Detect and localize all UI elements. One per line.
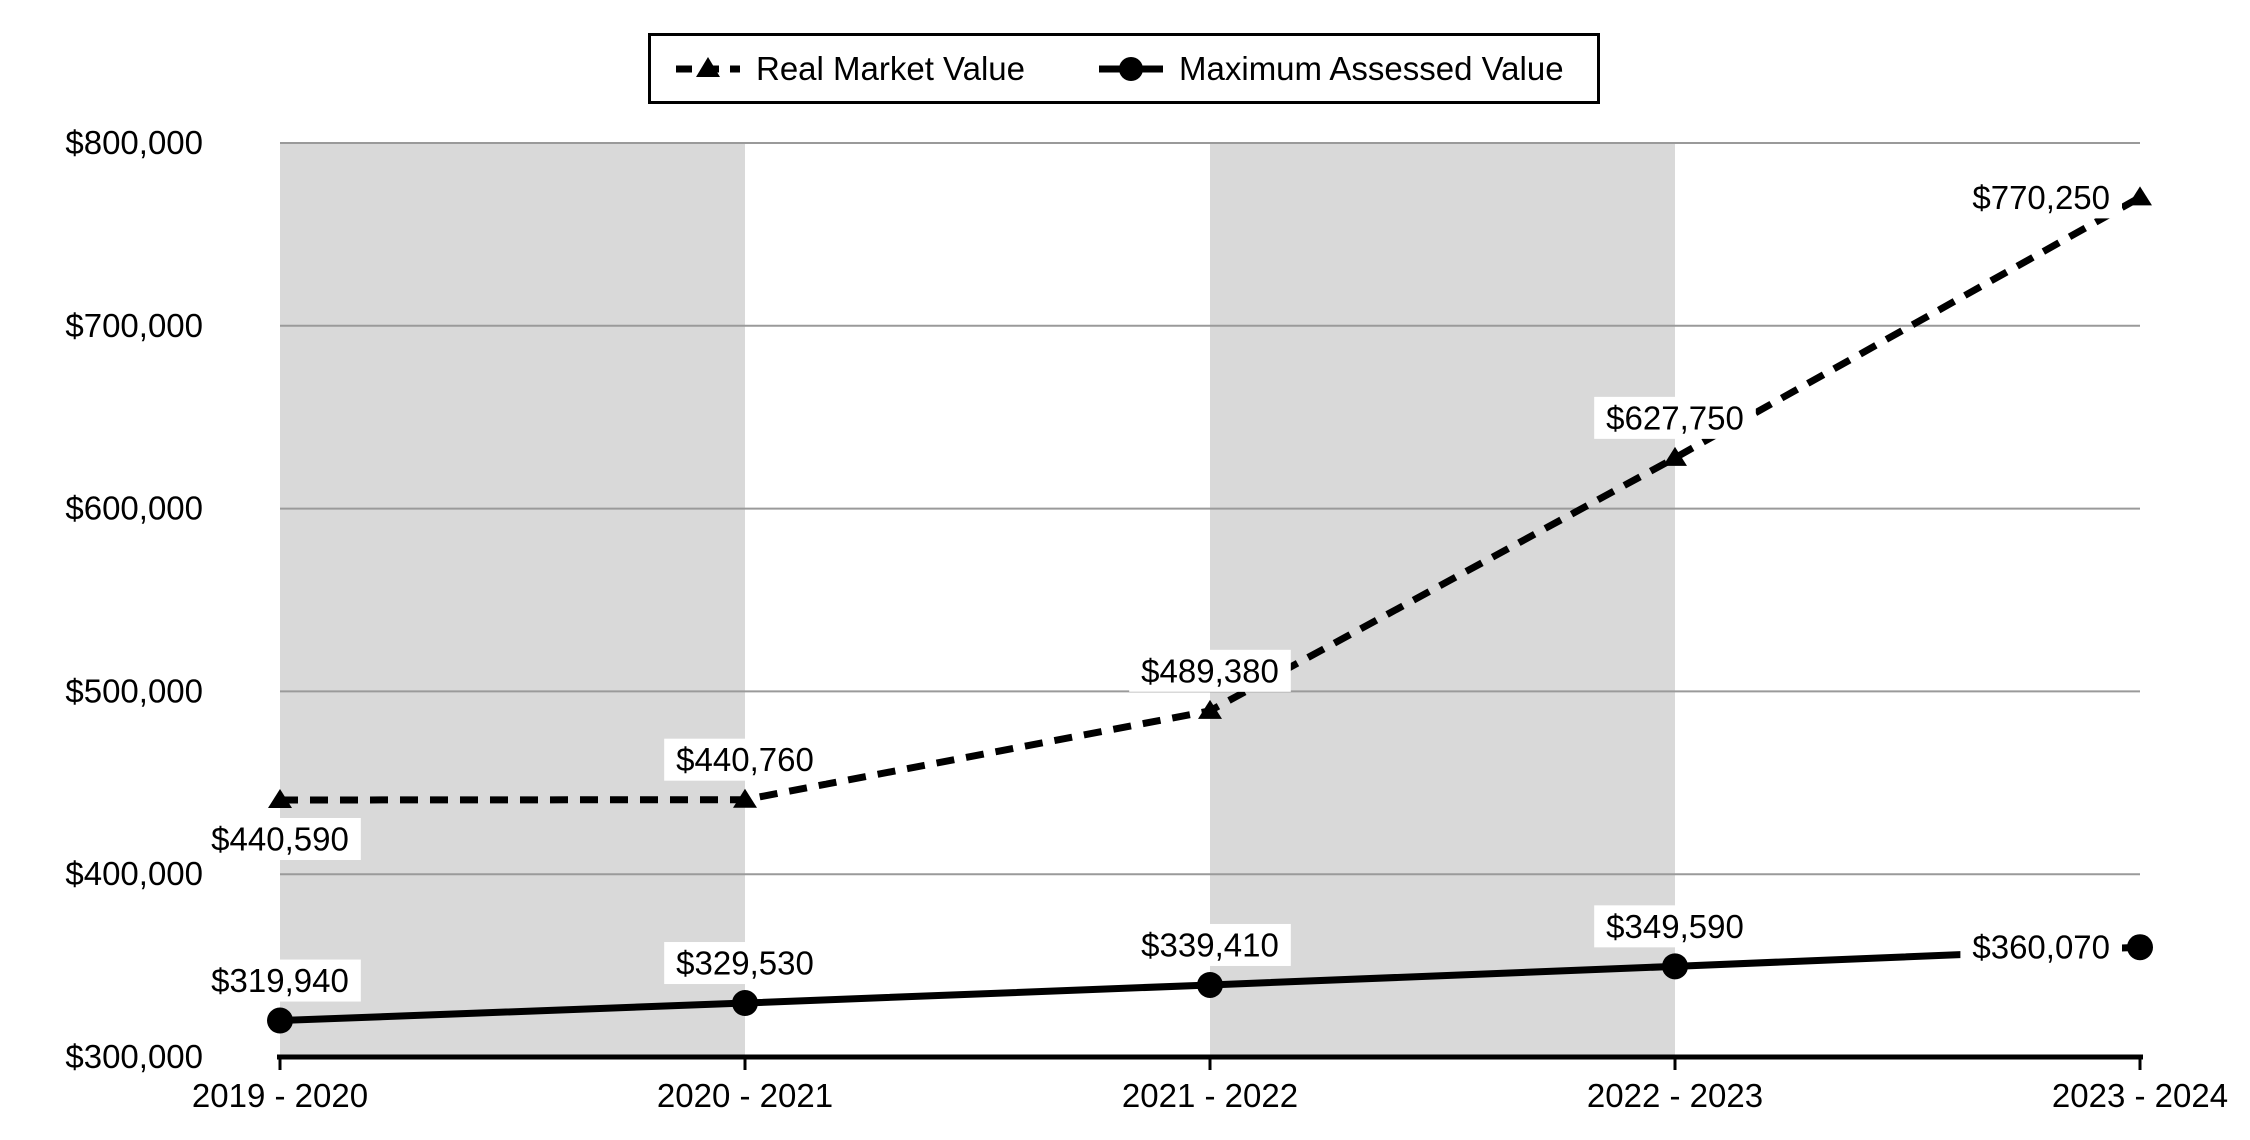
data-label-background [1960,176,2122,219]
data-label: $770,250 [1972,179,2110,216]
y-axis-label: $700,000 [65,307,203,344]
data-label-background [1594,905,1756,948]
legend-item-real-market-value: Real Market Value [676,49,1025,89]
data-label: $627,750 [1606,399,1744,436]
y-axis-label: $300,000 [65,1038,203,1075]
x-axis-label: 2023 - 2024 [2052,1077,2228,1114]
data-label: $319,940 [211,962,349,999]
shaded-band [280,143,745,1057]
data-label: $349,590 [1606,908,1744,945]
legend-label-real-market-value: Real Market Value [756,49,1026,87]
data-label: $329,530 [676,945,814,982]
y-axis-label: $400,000 [65,855,203,892]
circle-marker [2127,934,2153,961]
data-label-background [664,942,826,985]
y-axis-label: $800,000 [65,124,203,161]
data-label: $360,070 [1972,929,2110,966]
shaded-band [1210,143,1675,1057]
x-axis-label: 2020 - 2021 [657,1077,833,1114]
dashed-line-triangle-swatch [676,56,740,77]
circle-marker [1197,971,1223,998]
data-label-background [1129,923,1291,966]
legend-item-maximum-assessed-value: Maximum Assessed Value [1099,49,1564,89]
triangle-marker [268,789,292,809]
data-label: $339,410 [1141,926,1279,963]
x-axis-label: 2019 - 2020 [192,1077,368,1114]
data-label-background [664,738,826,781]
data-label-background [1960,926,2122,969]
data-label-background [1129,649,1291,692]
x-axis-label: 2021 - 2022 [1122,1077,1298,1114]
legend: Real Market Value Maximum Assessed Value [648,33,1600,104]
data-label: $489,380 [1141,652,1279,689]
legend-label-maximum-assessed-value: Maximum Assessed Value [1179,49,1564,87]
triangle-marker [1198,699,1222,719]
data-label-background [1594,396,1756,439]
triangle-marker [1663,446,1687,466]
data-label-background [199,959,361,1002]
y-axis-label: $600,000 [65,490,203,527]
solid-line-circle-swatch [1099,56,1164,81]
circle-marker [1662,953,1688,980]
x-axis-label: 2022 - 2023 [1587,1077,1763,1114]
circle-marker [267,1007,293,1034]
y-axis-label: $500,000 [65,672,203,709]
data-label: $440,590 [211,821,349,858]
triangle-marker [2128,186,2152,206]
data-label: $440,760 [676,741,814,778]
data-label-background [199,818,361,861]
circle-marker [732,990,758,1017]
triangle-marker [733,788,757,808]
